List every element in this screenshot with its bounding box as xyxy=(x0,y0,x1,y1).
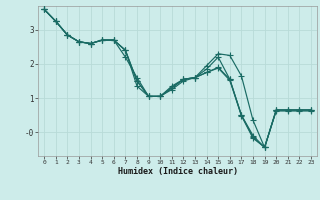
X-axis label: Humidex (Indice chaleur): Humidex (Indice chaleur) xyxy=(118,167,238,176)
